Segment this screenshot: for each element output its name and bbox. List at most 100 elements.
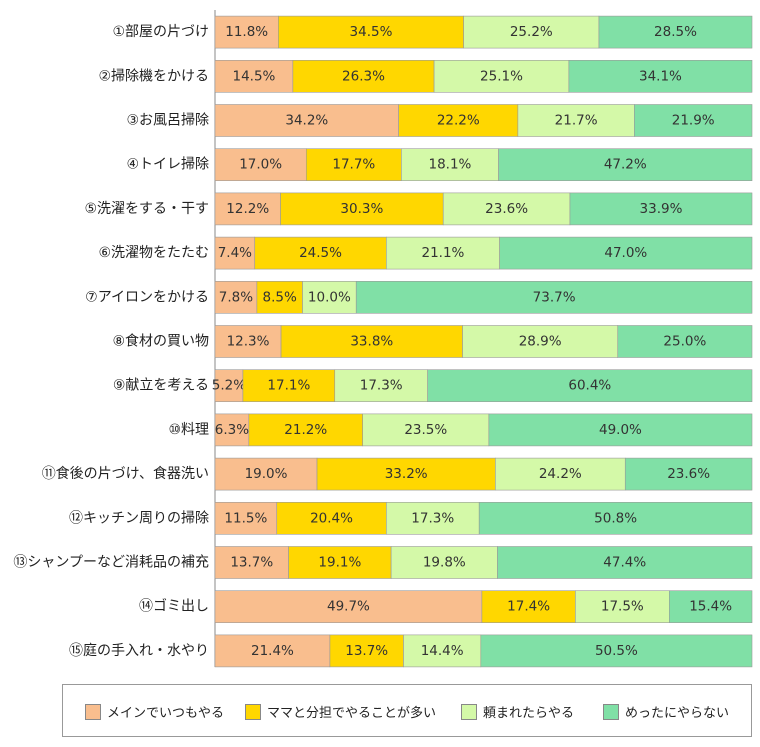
data-label: 18.1% — [428, 157, 471, 173]
category-label: ⑤洗濯をする・干す — [84, 201, 209, 217]
data-label: 30.3% — [340, 201, 383, 217]
data-label: 49.7% — [327, 599, 370, 615]
category-label: ⑫キッチン周りの掃除 — [69, 509, 209, 526]
bar-segment-asked — [401, 148, 499, 181]
bar-segment-rarely — [480, 634, 753, 668]
data-label: 33.2% — [385, 466, 428, 482]
bar-segment-asked — [575, 590, 670, 624]
legend-swatch-main — [85, 703, 101, 720]
category-label: ⑥洗濯物をたたむ — [98, 245, 209, 261]
data-label: 11.8% — [225, 24, 268, 40]
data-label: 25.1% — [480, 68, 523, 84]
data-label: 34.5% — [350, 24, 393, 40]
category-label: ⑪食後の片づけ、食器洗い — [42, 465, 209, 482]
data-label: 25.2% — [510, 24, 553, 40]
data-label: 34.1% — [639, 68, 682, 84]
legend-label-shared: ママと分担でやることが多い — [267, 706, 437, 721]
data-label: 60.4% — [568, 378, 611, 394]
bar-segment-main — [214, 104, 399, 137]
stacked-bar-chart: ①部屋の片づけ 11.8% 34.5% 25.2% 28.5% ②掃除機をかける 14.5%… — [13, 10, 753, 668]
data-label: 15.4% — [689, 599, 732, 615]
data-label: 17.3% — [411, 510, 454, 526]
bar-segment-shared — [278, 15, 464, 49]
data-label: 17.7% — [332, 157, 375, 173]
data-label: 12.2% — [226, 201, 269, 217]
data-label: 19.1% — [318, 555, 361, 571]
legend-swatch-rarely — [603, 703, 619, 720]
data-label: 11.5% — [224, 510, 267, 526]
bar-segment-main — [214, 280, 258, 314]
bar-segment-rarely — [427, 369, 753, 403]
bar-segment-rarely — [568, 59, 753, 93]
category-label: ②掃除機をかける — [98, 67, 209, 84]
data-label: 19.0% — [245, 466, 288, 482]
data-label: 23.5% — [404, 422, 447, 438]
data-label: 10.0% — [308, 289, 351, 305]
bar-segment-asked — [462, 325, 619, 358]
category-label: ⑮庭の手入れ・水やり — [69, 642, 209, 659]
bar-segment-asked — [463, 15, 600, 49]
data-label: 14.4% — [421, 643, 464, 659]
bar-segment-asked — [386, 501, 480, 535]
data-label: 17.3% — [360, 378, 403, 394]
data-label: 50.8% — [594, 510, 637, 526]
bar-segment-shared — [280, 325, 463, 358]
data-label: 25.0% — [663, 334, 706, 350]
data-label: 21.9% — [672, 113, 715, 129]
data-label: 49.0% — [599, 422, 642, 438]
data-label: 20.4% — [310, 510, 353, 526]
bar-segment-shared — [305, 148, 402, 181]
data-label: 22.2% — [437, 113, 480, 129]
data-label: 17.5% — [601, 599, 644, 615]
bar-segment-main — [214, 546, 289, 579]
data-label: 19.8% — [423, 555, 466, 571]
data-label: 73.7% — [533, 289, 576, 305]
data-label: 21.2% — [284, 422, 327, 438]
data-label: 28.5% — [654, 24, 697, 40]
category-label: ⑨献立を考える — [113, 378, 209, 394]
data-label: 23.6% — [485, 201, 528, 217]
legend-item-shared: ママと分担でやることが多い — [245, 702, 436, 721]
legend-item-main: メインでいつもやる — [85, 702, 224, 721]
bar-segment-rarely — [499, 236, 753, 270]
data-label: 6.3% — [215, 422, 249, 438]
category-label: ⑬シャンプーなど消耗品の補充 — [13, 555, 209, 571]
data-label: 24.2% — [539, 466, 582, 482]
bar-segment-main — [214, 369, 244, 403]
bar-segment-main — [214, 192, 281, 226]
legend: メインでいつもやる ママと分担でやることが多い 頼まれたらやる めったにやらない — [62, 684, 752, 737]
bar-segment-main — [214, 148, 307, 181]
data-label: 23.6% — [667, 466, 710, 482]
data-label: 33.8% — [350, 334, 393, 350]
data-label: 13.7% — [345, 643, 388, 659]
legend-item-rarely: めったにやらない — [603, 702, 729, 721]
data-label: 34.2% — [285, 113, 328, 129]
data-label: 5.2% — [212, 378, 246, 394]
legend-swatch-asked — [461, 703, 477, 720]
data-label: 47.0% — [604, 245, 647, 261]
bar-segment-main — [214, 590, 483, 624]
category-label: ⑦アイロンをかける — [85, 289, 209, 305]
data-label: 7.4% — [218, 245, 252, 261]
data-label: 28.9% — [519, 334, 562, 350]
bar-segment-rarely — [478, 501, 753, 535]
data-label: 33.9% — [640, 201, 683, 217]
data-label: 17.4% — [507, 599, 550, 615]
bar-segment-asked — [403, 634, 482, 668]
data-label: 21.1% — [422, 245, 465, 261]
bar-segment-shared — [280, 192, 444, 226]
data-label: 17.1% — [267, 378, 310, 394]
category-label: ③お風呂掃除 — [126, 112, 209, 129]
bar-segment-shared — [256, 280, 303, 314]
bar-segment-rarely — [498, 148, 753, 181]
bar-segment-main — [214, 325, 282, 358]
bar-segment-rarely — [669, 590, 753, 624]
data-label: 47.4% — [603, 555, 646, 571]
data-label: 17.0% — [239, 157, 282, 173]
bar-segment-rarely — [488, 413, 753, 447]
bar-segment-asked — [442, 192, 571, 226]
data-label: 13.7% — [230, 555, 273, 571]
legend-swatch-shared — [245, 703, 261, 720]
legend-label-main: メインでいつもやる — [107, 706, 225, 721]
data-label: 26.3% — [342, 68, 385, 84]
